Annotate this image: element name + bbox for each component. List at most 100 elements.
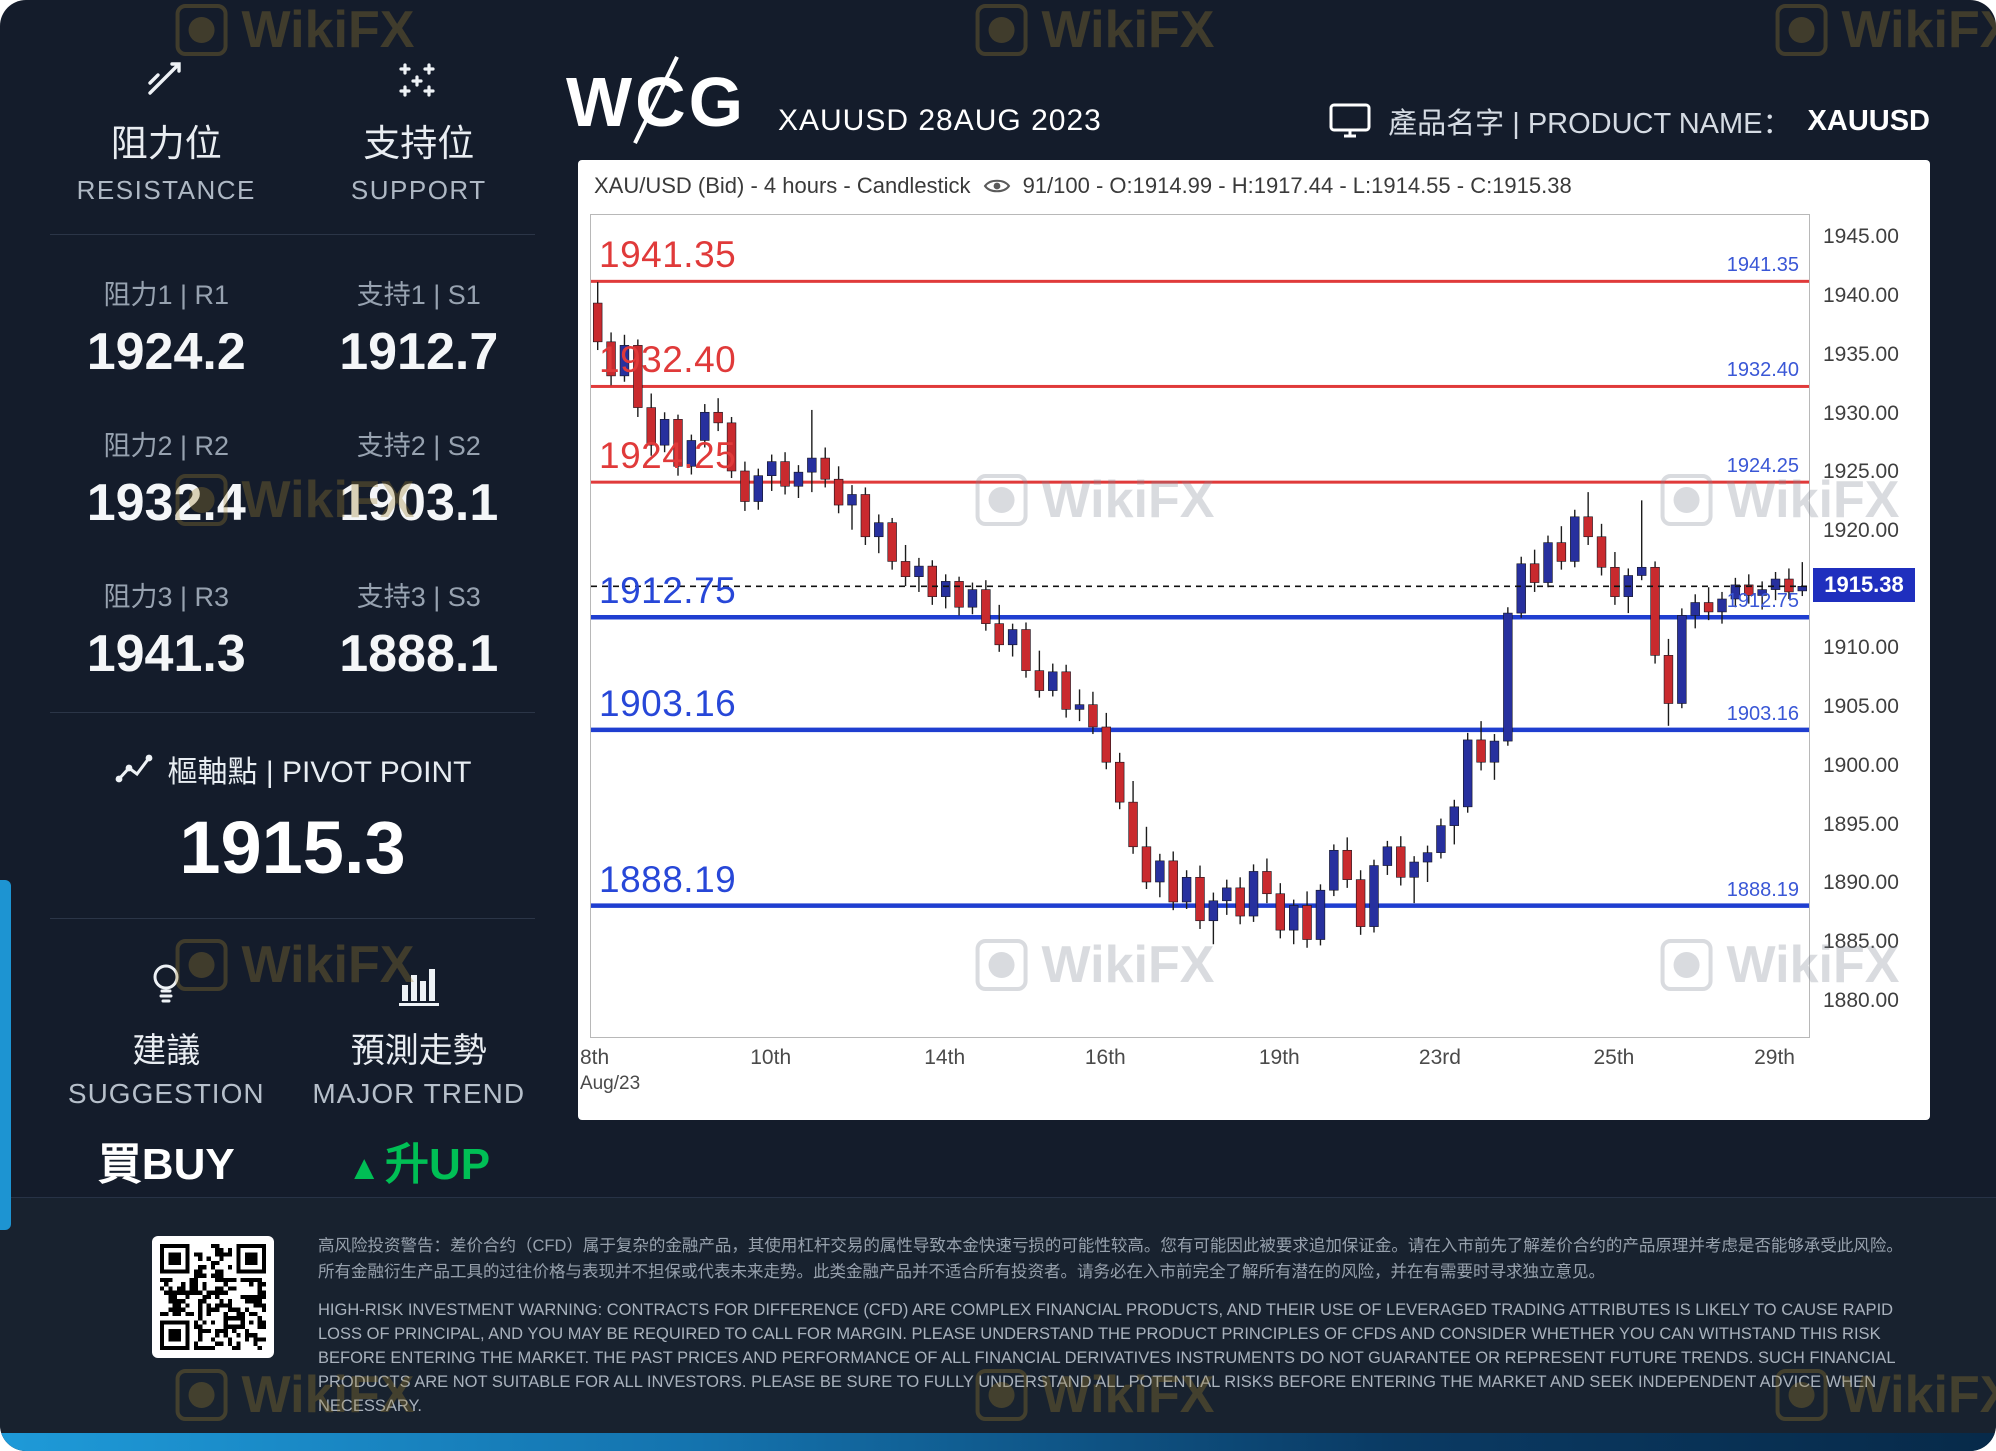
level-price-tag: 1888.19 <box>1726 878 1799 901</box>
resistance-1: 阻力1 | R1 1924.2 <box>40 273 293 382</box>
suggestion-trend-section: 建議 SUGGESTION 買BUY 預測走勢 MAJOR TREND ▲升UP <box>40 961 545 1192</box>
x-tick: 29th <box>1754 1046 1795 1069</box>
wikifx-watermark: WikiFX <box>175 0 414 60</box>
support-1-value: 1912.7 <box>339 323 499 381</box>
resistance-2-label: 阻力2 | R2 <box>103 431 230 461</box>
resistance-level-label: 1941.35 <box>599 234 737 276</box>
level-price-tag: 1941.35 <box>1726 254 1799 277</box>
level-price-tag: 1932.40 <box>1726 359 1799 382</box>
resistance-1-label: 阻力1 | R1 <box>103 280 230 310</box>
eye-icon[interactable] <box>983 177 1011 195</box>
wikifx-logo-icon <box>175 4 228 56</box>
y-tick: 1895.00 <box>1823 812 1899 836</box>
resistance-label-en: RESISTANCE <box>76 175 256 205</box>
footer: 高风险投资警告：差价合约（CFD）属于复杂的金融产品，其使用杠杆交易的属性导致本… <box>0 1197 1996 1451</box>
pivot-icon <box>115 754 152 783</box>
support-label-zh: 支持位 <box>363 123 475 164</box>
symbol-date: XAUUSD 28AUG 2023 <box>778 104 1102 137</box>
resistance-3: 阻力3 | R3 1941.3 <box>40 575 293 684</box>
bottom-accent-bar <box>0 1433 1996 1451</box>
resistance-level-label: 1932.40 <box>599 339 737 381</box>
product-name-label: 產品名字 | PRODUCT NAME： <box>1388 108 1792 140</box>
level-price-tag: 1912.75 <box>1726 590 1799 613</box>
support-level-label: 1912.75 <box>599 570 737 612</box>
y-tick: 1930.00 <box>1823 401 1899 425</box>
lightbulb-icon <box>153 964 179 1003</box>
chart-ohlc-info: 91/100 - O:1914.99 - H:1917.44 - L:1914.… <box>1022 173 1572 198</box>
support-2-value: 1903.1 <box>339 474 499 532</box>
y-tick: 1925.00 <box>1823 460 1899 484</box>
levels-grid: 阻力1 | R1 1924.2 支持1 | S1 1912.7 阻力2 | R2… <box>40 273 545 684</box>
x-tick: 19th <box>1258 1046 1300 1069</box>
x-tick: 23rd <box>1418 1046 1461 1069</box>
pivot-point-section: 樞軸點 | PIVOT POINT 1915.3 <box>40 747 545 890</box>
x-tick: 8th Aug/23 <box>579 1046 641 1094</box>
x-axis: 8th Aug/23 10th 14th 16th 19th 23rd 25th 29th <box>580 1038 1808 1102</box>
level-price-tag: 1903.16 <box>1726 702 1799 725</box>
resistance-header: 阻力位 RESISTANCE <box>40 55 293 206</box>
suggestion-label-en: SUGGESTION <box>67 1078 265 1109</box>
sidebar-divider <box>50 712 535 713</box>
suggestion-value: 買BUY <box>97 1140 235 1189</box>
chart-title: XAU/USD (Bid) - 4 hours - Candlestick <box>594 173 971 198</box>
y-tick: 1910.00 <box>1823 636 1899 660</box>
y-tick: 1920.00 <box>1823 519 1899 543</box>
sidebar: 阻力位 RESISTANCE 支持位 SUPPORT 阻力1 | R1 1924… <box>40 55 545 1192</box>
x-tick: 25th <box>1593 1046 1635 1069</box>
resistance-3-value: 1941.3 <box>86 625 246 683</box>
support-2: 支持2 | S2 1903.1 <box>293 424 546 533</box>
monitor-icon <box>1329 103 1371 138</box>
trend-block: 預測走勢 MAJOR TREND ▲升UP <box>293 961 546 1192</box>
y-axis: 1945.00 1940.00 1935.00 1930.00 1925.00 1920.… <box>1811 214 1927 1036</box>
resistance-label-zh: 阻力位 <box>110 123 222 164</box>
trend-label-en: MAJOR TREND <box>312 1078 526 1109</box>
y-tick: 1940.00 <box>1823 284 1899 308</box>
suggestion-label-zh: 建議 <box>132 1032 201 1070</box>
support-label-en: SUPPORT <box>350 175 487 205</box>
risk-warnings: 高风险投资警告：差价合约（CFD）属于复杂的金融产品，其使用杠杆交易的属性导致本… <box>318 1234 1918 1419</box>
support-1: 支持1 | S1 1912.7 <box>293 273 546 382</box>
support-level-label: 1888.19 <box>599 858 737 900</box>
support-header: 支持位 SUPPORT <box>293 55 546 206</box>
resistance-2: 阻力2 | R2 1932.4 <box>40 424 293 533</box>
y-tick: 1890.00 <box>1823 871 1899 895</box>
wikifx-watermark: WikiFX <box>975 0 1214 60</box>
wikifx-logo-icon <box>975 4 1028 56</box>
risk-warning-en: HIGH-RISK INVESTMENT WARNING: CONTRACTS … <box>318 1301 1895 1415</box>
y-tick: 1905.00 <box>1823 695 1899 719</box>
support-3: 支持3 | S3 1888.1 <box>293 575 546 684</box>
trend-value: ▲升UP <box>347 1140 491 1189</box>
current-price-badge: 1915.38 <box>1813 568 1915 603</box>
support-3-label: 支持3 | S3 <box>356 582 481 612</box>
support-2-label: 支持2 | S2 <box>356 431 481 461</box>
sidebar-headers: 阻力位 RESISTANCE 支持位 SUPPORT <box>40 55 545 206</box>
support-icon <box>399 63 435 97</box>
sidebar-divider <box>50 234 535 235</box>
resistance-1-value: 1924.2 <box>86 323 246 381</box>
left-accent-bar <box>0 880 11 1230</box>
resistance-2-value: 1932.4 <box>86 474 246 532</box>
pivot-value: 1915.3 <box>179 806 406 889</box>
level-price-tag: 1924.25 <box>1726 455 1799 478</box>
chart-title-bar: XAU/USD (Bid) - 4 hours - Candlestick 91… <box>594 173 1572 199</box>
support-1-label: 支持1 | S1 <box>356 280 481 310</box>
wikifx-watermark: WikiFX <box>1775 0 1996 60</box>
up-arrow-icon: ▲ <box>347 1149 382 1187</box>
wcg-logo: WCG <box>566 55 746 145</box>
product-name-value: XAUUSD <box>1807 104 1930 137</box>
pivot-label: 樞軸點 | PIVOT POINT <box>167 756 472 789</box>
x-tick: 16th <box>1084 1046 1126 1069</box>
candlestick-svg <box>591 279 1809 948</box>
support-3-value: 1888.1 <box>339 625 499 683</box>
chart-panel: XAU/USD (Bid) - 4 hours - Candlestick 91… <box>578 160 1930 1120</box>
qr-pattern <box>160 1244 266 1350</box>
y-tick: 1935.00 <box>1823 342 1899 366</box>
x-tick: 10th <box>750 1046 792 1069</box>
trend-label-zh: 預測走勢 <box>350 1032 487 1070</box>
risk-warning-zh: 高风险投资警告：差价合约（CFD）属于复杂的金融产品，其使用杠杆交易的属性导致本… <box>318 1237 1903 1281</box>
resistance-3-label: 阻力3 | R3 <box>103 582 230 612</box>
sidebar-divider <box>50 918 535 919</box>
candlestick-plot: 1941.35 1932.40 1924.25 1912.75 1903.16 1888.… <box>590 214 1810 1038</box>
y-tick: 1885.00 <box>1823 930 1899 954</box>
